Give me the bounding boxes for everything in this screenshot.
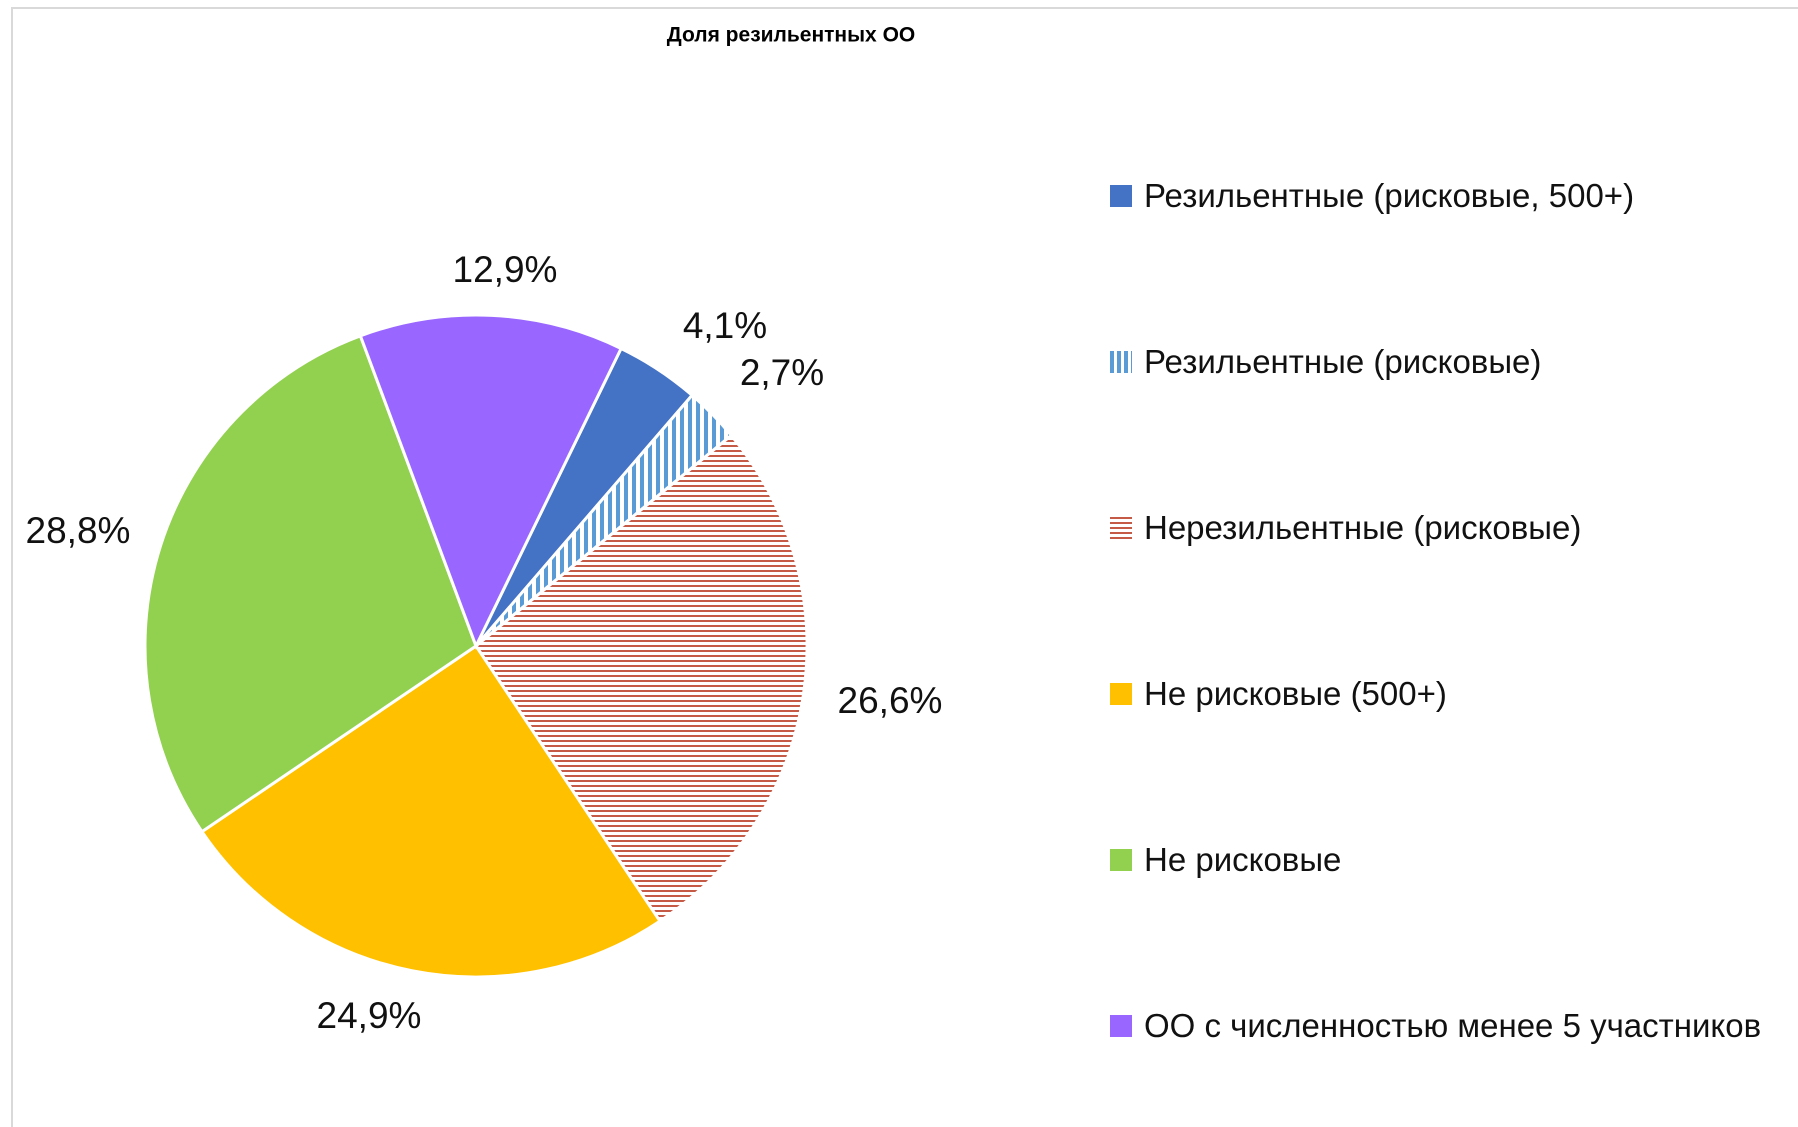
- legend-label: Не рисковые (500+): [1144, 675, 1447, 712]
- data-label: 24,9%: [317, 995, 422, 1036]
- data-label: 2,7%: [740, 352, 824, 393]
- pie-slice: [199, 643, 663, 979]
- legend-label: Резильентные (рисковые): [1144, 343, 1542, 380]
- legend-item: ОО с численностью менее 5 участников: [1110, 1000, 1764, 1052]
- legend-item: Не рисковые (500+): [1110, 668, 1764, 720]
- chart-title: Доля резильентных ОО: [667, 24, 916, 47]
- legend-label: Нерезильентные (рисковые): [1144, 509, 1582, 546]
- pie-slice: [473, 433, 809, 924]
- legend-swatch: [1110, 517, 1132, 539]
- legend-swatch: [1110, 683, 1132, 705]
- legend-label: Резильентные (рисковые, 500+): [1144, 177, 1635, 214]
- pie-slice: [358, 313, 624, 650]
- data-label: 4,1%: [683, 305, 767, 346]
- data-label: 26,6%: [838, 680, 943, 721]
- legend-item: Резильентные (рисковые): [1110, 336, 1764, 388]
- data-label: 28,8%: [26, 510, 131, 551]
- legend-label: Не рисковые: [1144, 841, 1342, 878]
- legend-swatch: [1110, 185, 1132, 207]
- legend-swatch: [1110, 1015, 1132, 1037]
- legend-item: Нерезильентные (рисковые): [1110, 502, 1764, 554]
- legend-swatch: [1110, 351, 1132, 373]
- legend-item: Не рисковые: [1110, 834, 1764, 886]
- legend: Резильентные (рисковые, 500+) Резильентны…: [1110, 0, 1790, 1127]
- legend-swatch: [1110, 849, 1132, 871]
- data-label: 12,9%: [453, 249, 558, 290]
- pie-slice: [143, 333, 478, 834]
- legend-label: ОО с численностью менее 5 участников: [1144, 1007, 1762, 1044]
- legend-item: Резильентные (рисковые, 500+): [1110, 170, 1764, 222]
